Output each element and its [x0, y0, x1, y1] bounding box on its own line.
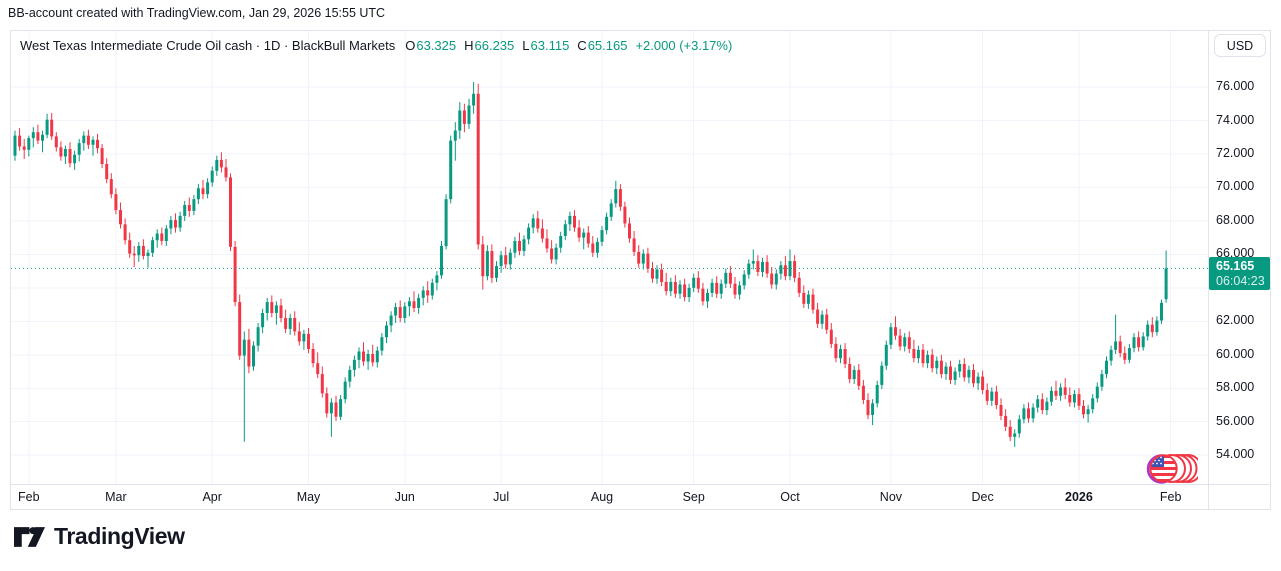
tradingview-logo-icon — [14, 526, 45, 547]
tradingview-logo-text: TradingView — [54, 523, 185, 549]
change-value: +2.000 (+3.17%) — [635, 38, 733, 53]
price-axis-label: 76.000 — [1216, 79, 1255, 94]
symbol-legend: West Texas Intermediate Crude Oil cash ·… — [20, 38, 732, 53]
time-axis-label: Sep — [682, 490, 705, 504]
time-axis-label: Feb — [17, 490, 40, 504]
last-price-badge: 65.165 06:04:23 — [1209, 257, 1270, 291]
time-axis-label: Aug — [590, 490, 614, 504]
low-label: L — [522, 38, 530, 53]
close-value: 65.165 — [587, 38, 628, 53]
time-axis-label: Dec — [971, 490, 994, 504]
symbol-title[interactable]: West Texas Intermediate Crude Oil cash ·… — [20, 38, 396, 53]
attribution-text: BB-account created with TradingView.com,… — [8, 6, 386, 20]
time-axis-label: Feb — [1159, 490, 1182, 504]
time-axis-label: Oct — [780, 490, 800, 504]
high-value: 66.235 — [474, 38, 515, 53]
time-axis-label: May — [296, 490, 321, 504]
time-axis-label: 2026 — [1065, 490, 1093, 504]
bar-countdown: 06:04:23 — [1216, 273, 1265, 288]
low-value: 63.115 — [530, 38, 570, 53]
high-label: H — [464, 38, 474, 53]
chart-panel: West Texas Intermediate Crude Oil cash ·… — [10, 30, 1271, 510]
time-axis-label: Jul — [493, 490, 510, 504]
time-axis-label: Nov — [879, 490, 903, 504]
price-axis-label: 74.000 — [1216, 112, 1255, 127]
currency-button[interactable]: USD — [1214, 34, 1266, 57]
close-label: C — [577, 38, 587, 53]
tradingview-logo[interactable]: TradingView — [14, 523, 185, 550]
time-axis-label: Jun — [394, 490, 415, 504]
price-axis-label: 62.000 — [1216, 313, 1255, 328]
price-axis-label: 60.000 — [1216, 346, 1255, 361]
time-axis-label: Apr — [202, 490, 222, 504]
time-axis-label: Mar — [105, 490, 127, 504]
price-axis-label: 58.000 — [1216, 380, 1255, 395]
time-axis-separator — [11, 484, 1270, 485]
price-axis-label: 66.000 — [1216, 246, 1255, 261]
price-axis-label: 72.000 — [1216, 145, 1255, 160]
price-axis-label: 70.000 — [1216, 179, 1255, 194]
open-label: O — [405, 38, 416, 53]
price-axis-label: 68.000 — [1216, 212, 1255, 227]
price-axis-label: 56.000 — [1216, 413, 1255, 428]
candlestick-plot[interactable] — [11, 31, 1208, 484]
price-axis-label: 54.000 — [1216, 447, 1255, 462]
open-value: 63.325 — [416, 38, 457, 53]
us-flag-icon[interactable] — [1144, 450, 1203, 487]
price-axis-separator — [1208, 31, 1209, 509]
last-price-value: 65.165 — [1216, 259, 1255, 274]
